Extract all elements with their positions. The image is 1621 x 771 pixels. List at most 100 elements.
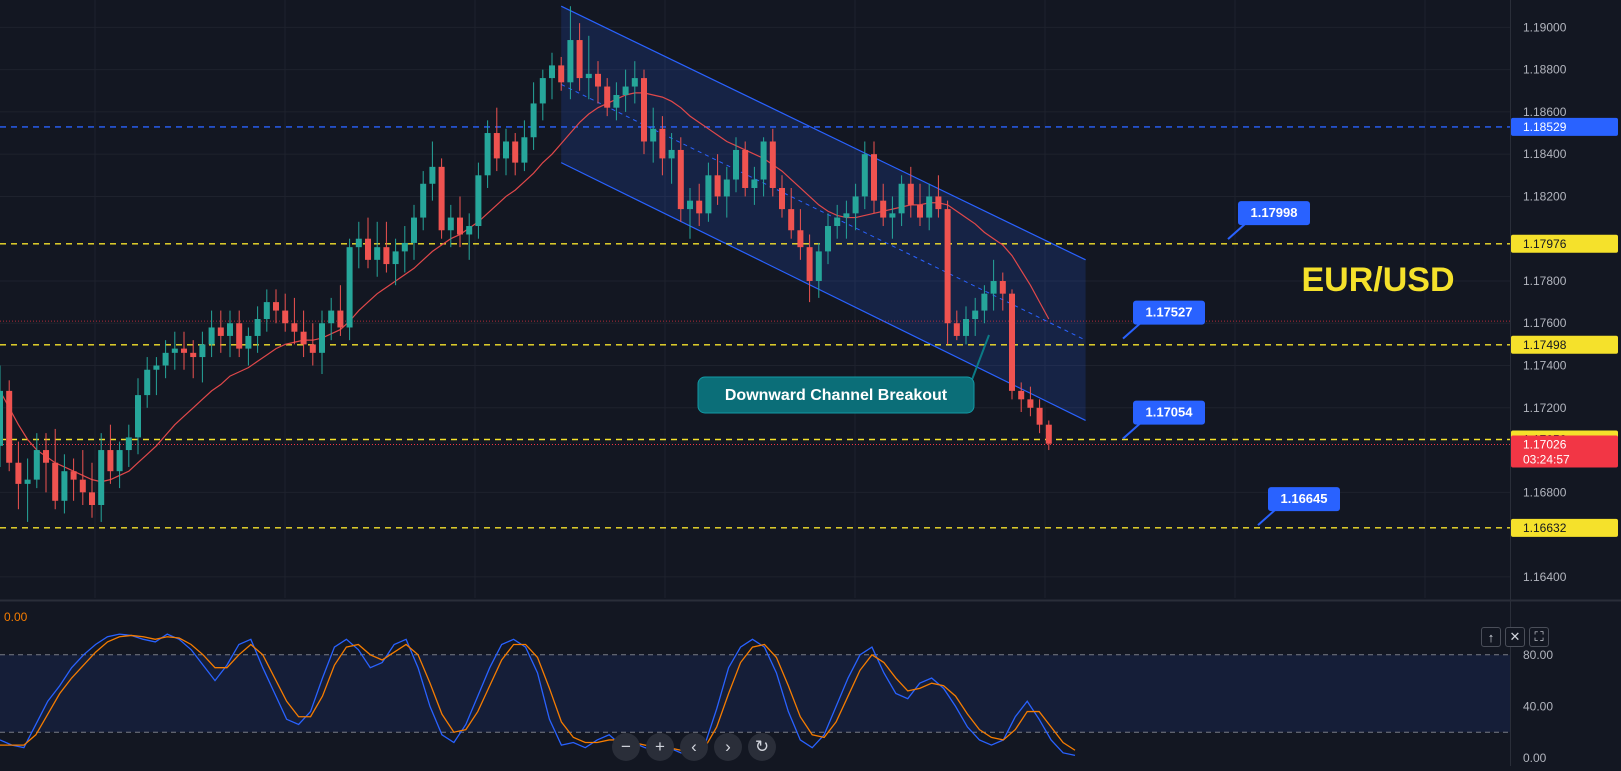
candle-body — [1045, 424, 1052, 444]
candle-body — [116, 450, 123, 472]
candle-body — [411, 217, 417, 243]
pane-maximize-button[interactable]: ⛶ — [1529, 627, 1549, 647]
candle-body — [89, 492, 95, 506]
price-callout: 1.17998 — [1227, 201, 1310, 240]
callout-label: 1.17998 — [1251, 205, 1298, 220]
candle — [374, 221, 381, 277]
candle-body — [291, 323, 298, 332]
candle-body — [558, 65, 565, 83]
candle-body — [714, 175, 721, 197]
candle — [926, 183, 933, 231]
candle-body — [125, 437, 132, 451]
callout-pointer — [1257, 508, 1277, 526]
candle — [687, 187, 693, 239]
candle — [751, 166, 758, 205]
stoch-k-line — [0, 633, 1076, 757]
candle — [392, 238, 399, 286]
candle — [355, 221, 362, 269]
candle — [493, 107, 500, 172]
candle — [263, 289, 270, 332]
candle — [907, 166, 914, 218]
candle — [300, 310, 307, 358]
candle-body — [806, 247, 813, 281]
candle — [1018, 382, 1025, 413]
candle-body — [613, 94, 620, 108]
callout-label: 1.16645 — [1281, 491, 1328, 506]
callout-pointer — [1122, 321, 1142, 340]
y-tick-label: 1.17800 — [1523, 274, 1567, 288]
candle-body — [484, 133, 491, 176]
candle — [953, 310, 960, 341]
candle-body — [953, 323, 960, 336]
candle-body — [677, 149, 684, 210]
candle-body — [319, 323, 325, 353]
level-price-tag — [1511, 518, 1618, 537]
candle — [116, 441, 123, 489]
candle — [806, 234, 813, 303]
candle-body — [898, 183, 905, 214]
candle-body — [742, 149, 749, 188]
candle-body — [6, 390, 13, 463]
candle — [319, 310, 325, 374]
candle — [659, 116, 666, 176]
candle-body — [171, 348, 178, 353]
candle-body — [420, 183, 427, 218]
candle — [742, 141, 749, 197]
callout-pointer — [1227, 222, 1247, 240]
candle — [484, 120, 491, 188]
candle-body — [650, 128, 657, 142]
candle — [825, 213, 831, 265]
candle — [52, 428, 59, 510]
candle-body — [733, 149, 739, 180]
candle — [171, 331, 178, 370]
candle-body — [162, 352, 169, 366]
price-callout: 1.16645 — [1257, 487, 1340, 526]
candle — [273, 289, 279, 324]
reset-chart-button[interactable]: ↻ — [748, 733, 776, 761]
candle-body — [1018, 390, 1025, 400]
scroll-left-button[interactable]: ‹ — [680, 733, 708, 761]
candle — [144, 357, 151, 408]
stoch-d-line — [0, 634, 1076, 753]
candle — [889, 196, 896, 239]
pane-up-button[interactable]: ↑ — [1481, 627, 1501, 647]
candle — [935, 175, 942, 218]
candle — [871, 141, 877, 214]
candle-body — [236, 323, 243, 349]
y-tick-label: 1.18200 — [1523, 189, 1567, 203]
candle-body — [457, 217, 463, 235]
callout-pointer — [1122, 421, 1142, 440]
candle — [475, 162, 482, 239]
scroll-right-button[interactable]: › — [714, 733, 742, 761]
candle — [972, 297, 979, 336]
candle-body — [135, 395, 141, 438]
candle — [98, 433, 105, 522]
candle-body — [392, 251, 399, 265]
candle — [1045, 420, 1052, 451]
zoom-in-button[interactable]: + — [646, 733, 674, 761]
candle — [512, 133, 519, 176]
candle-body — [52, 462, 59, 501]
candle-body — [861, 154, 868, 197]
countdown-label: 03:24:57 — [1523, 453, 1570, 467]
pane-close-button[interactable]: ✕ — [1505, 627, 1525, 647]
candle-body — [61, 471, 68, 501]
candle-body — [944, 209, 951, 324]
candle — [723, 166, 730, 218]
candle — [622, 69, 629, 112]
candle — [797, 209, 804, 260]
y-tick-label: 1.17200 — [1523, 401, 1567, 415]
candle-body — [24, 479, 31, 484]
candle-body — [668, 149, 675, 159]
candle — [0, 365, 3, 467]
zoom-out-button[interactable]: − — [612, 733, 640, 761]
breakout-annotation: Downward Channel Breakout — [697, 334, 990, 414]
candle-body — [585, 73, 592, 79]
candle — [705, 162, 712, 222]
candle — [1009, 289, 1015, 400]
candle — [696, 183, 703, 227]
candle-body — [475, 175, 482, 227]
candle-body — [365, 238, 371, 260]
candle-body — [273, 302, 279, 311]
